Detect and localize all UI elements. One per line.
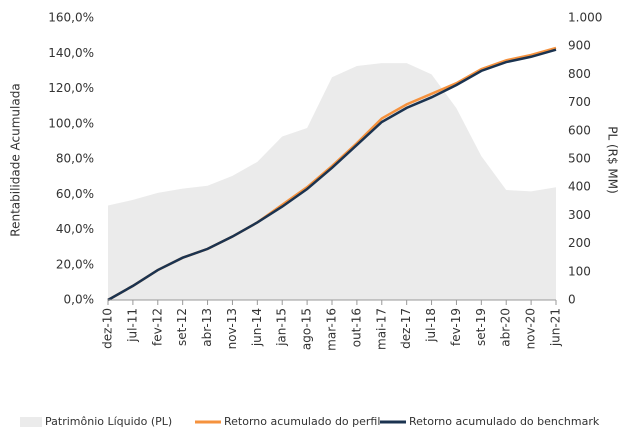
y-tick-label: 0,0% xyxy=(64,293,95,307)
x-tick-label: set-12 xyxy=(175,308,189,346)
y2-tick-label: 700 xyxy=(568,95,591,109)
x-tick-label: jun-21 xyxy=(549,308,563,347)
x-tick-label: ago-15 xyxy=(300,308,314,350)
x-tick-label: abr-20 xyxy=(499,308,513,347)
y2-tick-label: 100 xyxy=(568,264,591,278)
y-tick-label: 140,0% xyxy=(48,46,94,60)
y2-tick-label: 200 xyxy=(568,236,591,250)
x-tick-label: mar-16 xyxy=(325,308,339,351)
y2-tick-label: 1.000 xyxy=(568,11,602,25)
x-tick-label: jul-18 xyxy=(424,308,438,343)
y2-axis-label: PL (R$ MM) xyxy=(606,126,620,194)
x-tick-label: fev-19 xyxy=(449,308,463,346)
y2-tick-label: 900 xyxy=(568,39,591,53)
y-tick-label: 160,0% xyxy=(48,11,94,25)
y2-tick-label: 600 xyxy=(568,123,591,137)
y-axis-label: Rentabilidade Acumulada xyxy=(9,83,23,236)
y2-tick-label: 500 xyxy=(568,152,591,166)
legend: Patrimônio Líquido (PL) Retorno acumulado… xyxy=(20,415,600,428)
y2-tick-label: 400 xyxy=(568,180,591,194)
x-tick-label: out-16 xyxy=(349,308,363,347)
line xyxy=(107,48,557,302)
x-tick-label: jun-14 xyxy=(250,308,264,347)
y-tick-label: 60,0% xyxy=(56,187,94,201)
x-tick-label: mai-17 xyxy=(374,308,388,350)
x-tick-label: nov-13 xyxy=(225,308,239,349)
legend-label: Retorno acumulado do benchmark xyxy=(409,415,600,428)
y-tick-label: 120,0% xyxy=(48,81,94,95)
x-tick-label: jan-15 xyxy=(275,308,289,347)
x-tick-label: fev-12 xyxy=(150,308,164,346)
y2-tick-label: 300 xyxy=(568,208,591,222)
legend-label: Retorno acumulado do perfil xyxy=(224,415,380,428)
y-tick-label: 40,0% xyxy=(56,222,94,236)
y2-tick-label: 800 xyxy=(568,67,591,81)
y-tick-label: 80,0% xyxy=(56,152,94,166)
x-tick-label: set-19 xyxy=(474,308,488,346)
x-tick-label: jul-11 xyxy=(125,308,139,343)
legend-label: Patrimônio Líquido (PL) xyxy=(45,415,172,428)
y-tick-label: 20,0% xyxy=(56,257,94,271)
x-tick-label: abr-13 xyxy=(200,308,214,347)
x-tick-label: nov-20 xyxy=(524,308,538,349)
y-tick-label: 100,0% xyxy=(48,116,94,130)
plot xyxy=(107,46,557,302)
y2-tick-label: 0 xyxy=(568,293,576,307)
legend-swatch xyxy=(20,417,42,427)
area xyxy=(108,63,556,301)
x-tick-label: dez-10 xyxy=(101,308,115,349)
x-tick-label: dez-17 xyxy=(399,308,413,349)
